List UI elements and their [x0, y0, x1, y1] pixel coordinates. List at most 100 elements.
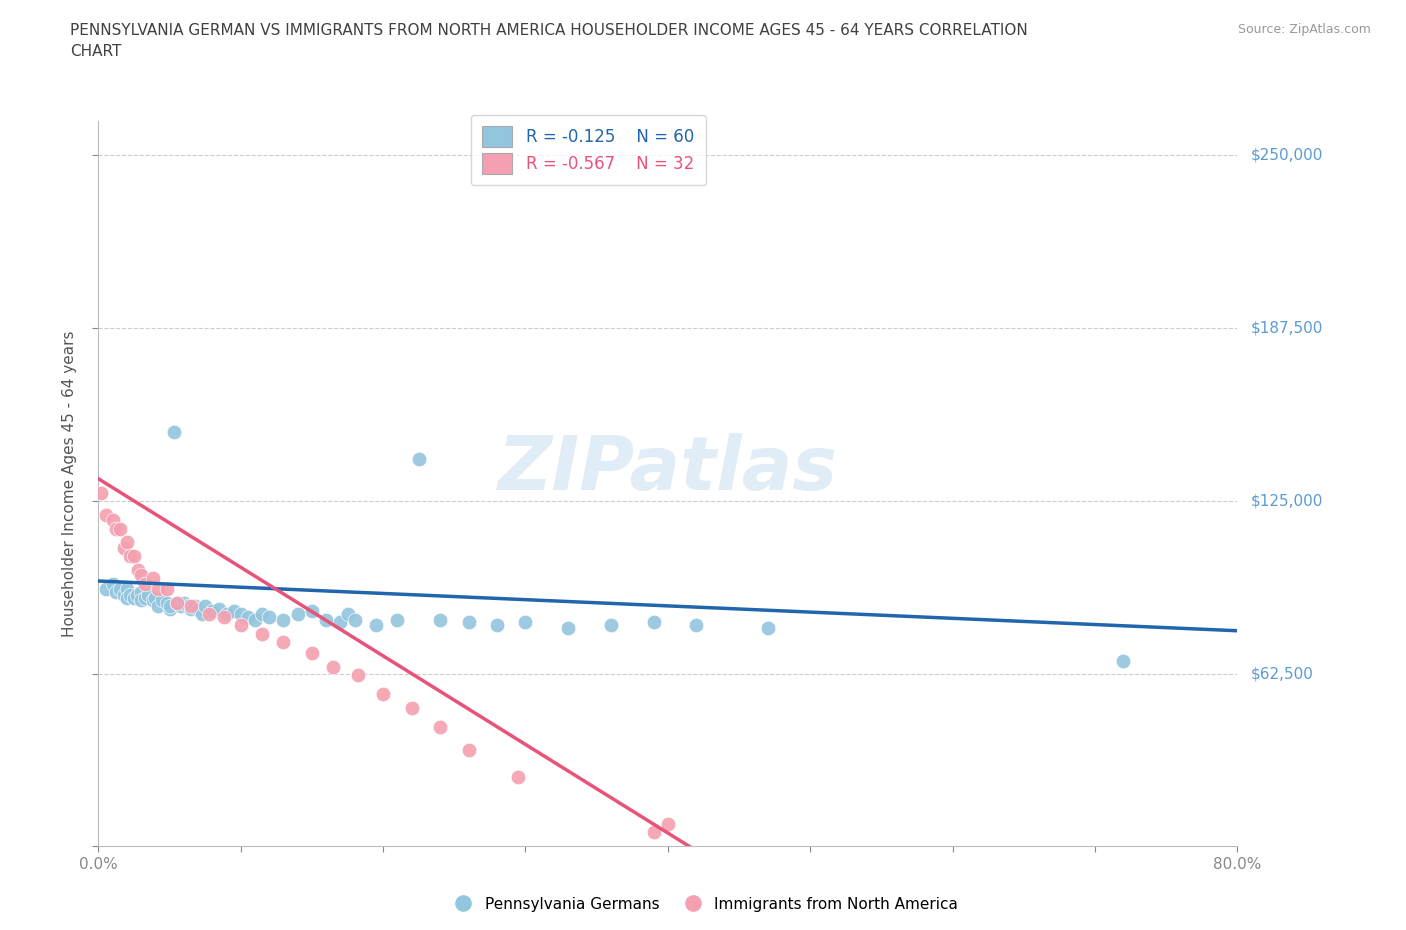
Point: [756, 620, 779, 635]
Text: $62,500: $62,500: [1251, 666, 1315, 681]
Point: [156, 596, 179, 611]
Point: [600, 618, 623, 632]
Point: [180, 598, 202, 613]
Point: [127, 563, 149, 578]
Point: [115, 535, 138, 550]
Point: [118, 588, 141, 603]
Point: [125, 588, 148, 603]
Point: [273, 634, 295, 649]
Point: [112, 540, 135, 555]
Point: [152, 593, 174, 608]
Point: [156, 582, 179, 597]
Point: [315, 612, 337, 627]
Point: [329, 615, 352, 630]
Point: [141, 571, 163, 586]
Point: [486, 618, 509, 632]
Point: [101, 512, 124, 527]
Legend: R = -0.125    N = 60, R = -0.567    N = 32: R = -0.125 N = 60, R = -0.567 N = 32: [471, 114, 706, 185]
Point: [163, 424, 186, 439]
Point: [101, 577, 124, 591]
Point: [408, 452, 430, 467]
Point: [373, 687, 395, 702]
Text: $187,500: $187,500: [1251, 321, 1323, 336]
Point: [685, 618, 707, 632]
Point: [90, 485, 112, 500]
Point: [301, 604, 323, 618]
Text: ZIPatlas: ZIPatlas: [498, 432, 838, 506]
Point: [184, 598, 207, 613]
Point: [301, 645, 323, 660]
Point: [429, 720, 451, 735]
Point: [643, 615, 665, 630]
Point: [1112, 654, 1135, 669]
Point: [134, 577, 156, 591]
Point: [166, 596, 188, 611]
Point: [557, 620, 579, 635]
Point: [429, 612, 451, 627]
Point: [201, 604, 224, 618]
Point: [287, 606, 309, 621]
Point: [222, 604, 245, 618]
Point: [129, 585, 152, 600]
Point: [657, 817, 679, 831]
Point: [134, 591, 156, 605]
Point: [180, 601, 202, 616]
Point: [387, 612, 409, 627]
Point: [129, 593, 152, 608]
Point: [173, 596, 195, 611]
Point: [457, 742, 479, 757]
Point: [122, 591, 145, 605]
Point: [229, 618, 252, 632]
Text: PENNSYLVANIA GERMAN VS IMMIGRANTS FROM NORTH AMERICA HOUSEHOLDER INCOME AGES 45 : PENNSYLVANIA GERMAN VS IMMIGRANTS FROM N…: [70, 23, 1028, 60]
Point: [273, 612, 295, 627]
Point: [94, 582, 117, 597]
Point: [141, 593, 163, 608]
Text: $250,000: $250,000: [1251, 148, 1323, 163]
Point: [148, 598, 170, 613]
Point: [508, 770, 530, 785]
Point: [136, 588, 159, 603]
Point: [194, 598, 217, 613]
Point: [236, 609, 259, 624]
Point: [118, 549, 141, 564]
Point: [94, 507, 117, 522]
Point: [115, 591, 138, 605]
Point: [166, 596, 188, 611]
Point: [259, 609, 281, 624]
Point: [343, 612, 366, 627]
Point: [122, 549, 145, 564]
Point: [208, 601, 231, 616]
Point: [115, 582, 138, 597]
Point: [643, 825, 665, 840]
Point: [515, 615, 537, 630]
Point: [322, 659, 344, 674]
Point: [191, 606, 214, 621]
Point: [250, 626, 273, 641]
Text: Source: ZipAtlas.com: Source: ZipAtlas.com: [1237, 23, 1371, 36]
Point: [401, 700, 423, 715]
Y-axis label: Householder Income Ages 45 - 64 years: Householder Income Ages 45 - 64 years: [62, 330, 77, 637]
Point: [159, 598, 181, 613]
Point: [229, 606, 252, 621]
Point: [187, 601, 209, 616]
Point: [108, 582, 131, 597]
Point: [457, 615, 479, 630]
Point: [198, 606, 221, 621]
Point: [104, 585, 127, 600]
Point: [215, 606, 238, 621]
Point: [104, 521, 127, 536]
Point: [364, 618, 387, 632]
Point: [170, 598, 193, 613]
Point: [336, 606, 359, 621]
Point: [250, 606, 273, 621]
Point: [243, 612, 266, 627]
Point: [148, 582, 170, 597]
Legend: Pennsylvania Germans, Immigrants from North America: Pennsylvania Germans, Immigrants from No…: [441, 891, 965, 918]
Point: [112, 588, 135, 603]
Point: [108, 521, 131, 536]
Point: [159, 601, 181, 616]
Point: [177, 598, 200, 613]
Point: [145, 591, 167, 605]
Text: $125,000: $125,000: [1251, 494, 1323, 509]
Point: [212, 609, 235, 624]
